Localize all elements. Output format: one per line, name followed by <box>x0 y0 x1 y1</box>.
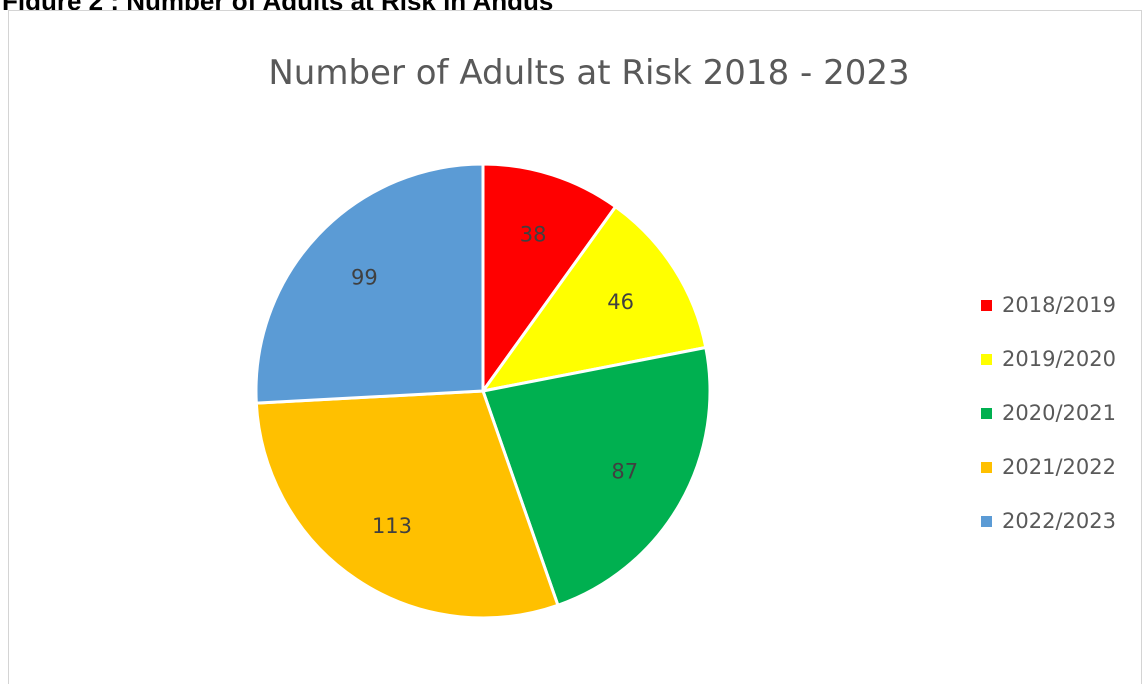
data-label-2019-2020: 46 <box>607 290 634 314</box>
legend-swatch <box>981 461 992 473</box>
legend-label: 2021/2022 <box>1002 455 1116 479</box>
chart-frame: Number of Adults at Risk 2018 - 2023 38 4… <box>8 10 1142 684</box>
legend-item-2022-2023: 2022/2023 <box>981 494 1116 548</box>
data-label-2022-2023: 99 <box>351 266 378 290</box>
data-label-2021-2022: 113 <box>372 514 412 538</box>
legend-swatch <box>981 299 992 311</box>
legend-label: 2018/2019 <box>1002 293 1116 317</box>
pie-slice-2020-2021 <box>481 346 712 607</box>
legend-label: 2022/2023 <box>1002 509 1116 533</box>
legend-label: 2019/2020 <box>1002 347 1116 371</box>
legend-swatch <box>981 515 992 527</box>
legend-item-2018-2019: 2018/2019 <box>981 278 1116 332</box>
pie-slice-2022-2023 <box>254 162 485 405</box>
chart-title: Number of Adults at Risk 2018 - 2023 <box>268 53 910 93</box>
pie-slice-2021-2022 <box>254 389 560 620</box>
data-label-2018-2019: 38 <box>520 222 547 246</box>
legend-swatch <box>981 407 992 419</box>
legend-label: 2020/2021 <box>1002 401 1116 425</box>
pie-slice-2018-2019 <box>481 162 618 393</box>
legend: 2018/2019 2019/2020 2020/2021 2021/2022 2022… <box>981 278 1116 548</box>
legend-item-2019-2020: 2019/2020 <box>981 332 1116 386</box>
pie-chart: 38 46 87 113 99 <box>254 162 712 620</box>
data-label-2020-2021: 87 <box>611 459 638 483</box>
legend-item-2020-2021: 2020/2021 <box>981 386 1116 440</box>
legend-item-2021-2022: 2021/2022 <box>981 440 1116 494</box>
legend-swatch <box>981 353 992 365</box>
pie-slice-2019-2020 <box>481 205 708 393</box>
